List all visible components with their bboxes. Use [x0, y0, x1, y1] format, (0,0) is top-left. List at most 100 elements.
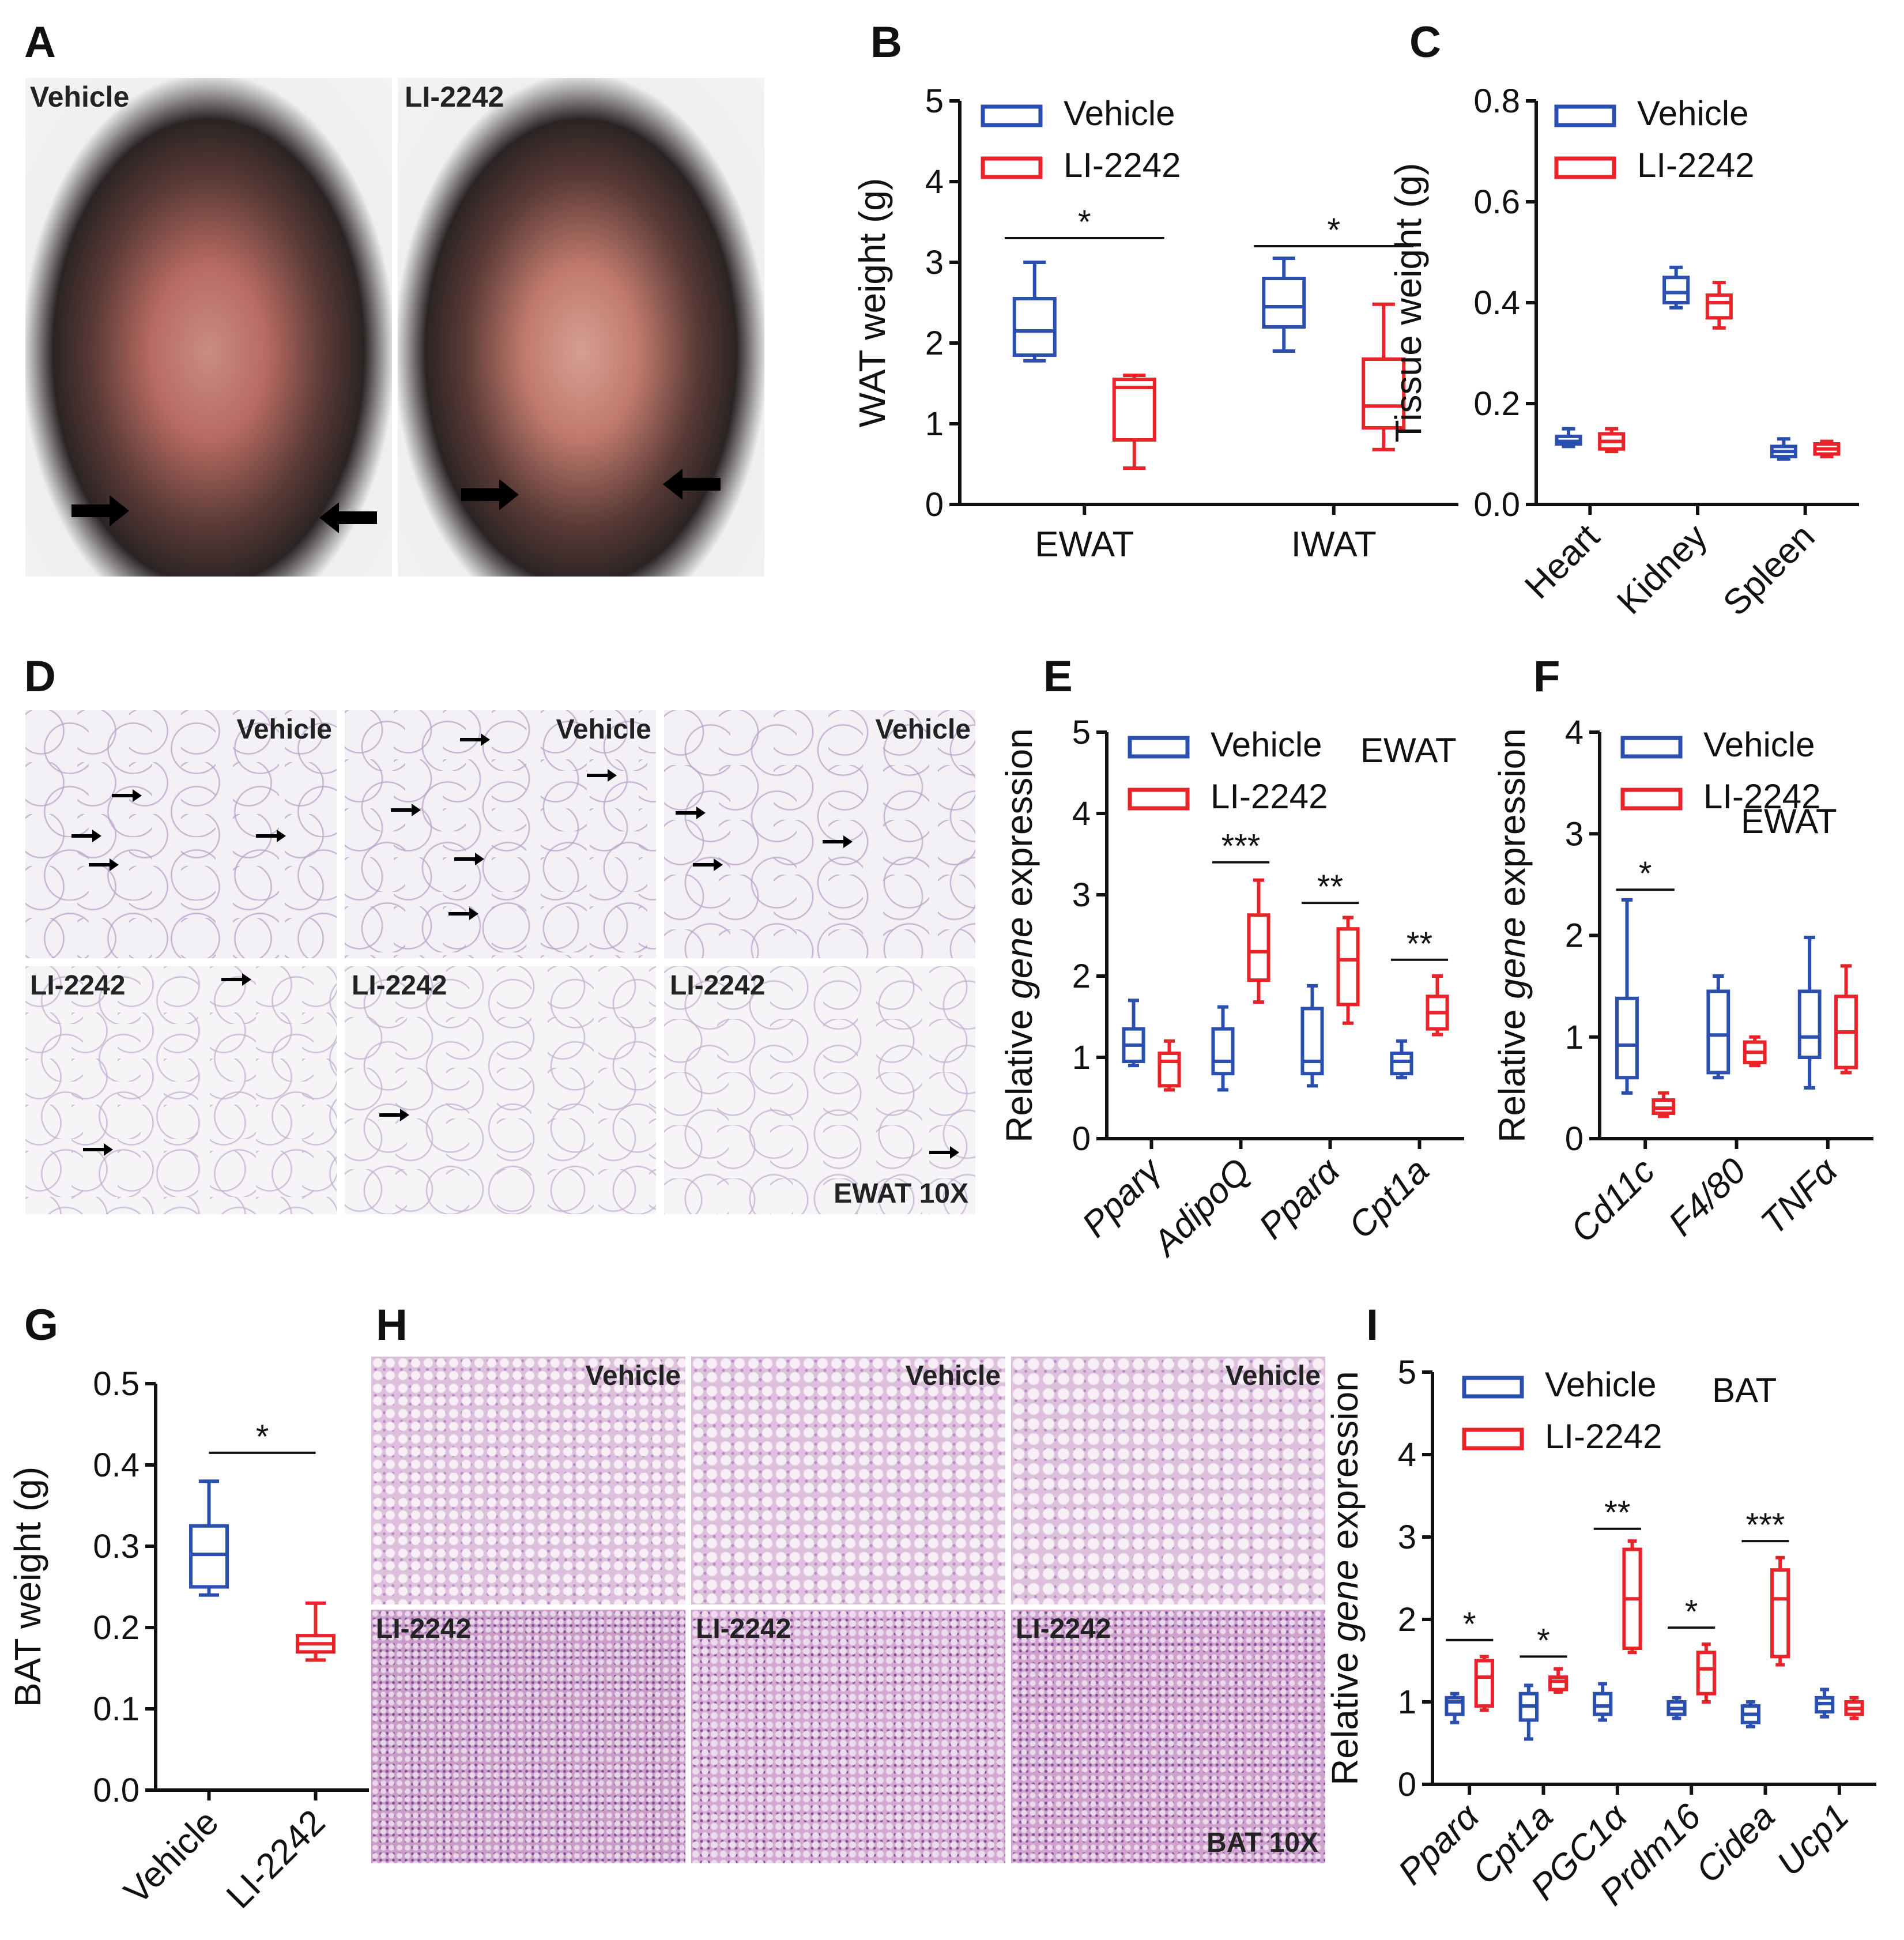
box-li-2242-3	[1426, 974, 1449, 1037]
y-tick-label: 2	[1072, 958, 1091, 995]
legend-label: Vehicle	[1545, 1365, 1656, 1404]
fat-arrow-left	[461, 479, 519, 510]
arrow-icon	[676, 807, 706, 819]
bat-histology-vehicle-1: Vehicle	[371, 1357, 685, 1604]
fat-arrow-right	[319, 502, 377, 533]
box-iqr	[1247, 913, 1270, 982]
box-iqr	[1445, 1696, 1465, 1716]
arrow-icon	[448, 907, 478, 920]
arrow-icon	[89, 858, 119, 871]
y-tick-label: 1	[1398, 1683, 1416, 1721]
box-vehicle-3	[1667, 1696, 1687, 1720]
box-li-2242-1	[1362, 302, 1406, 451]
y-axis-label: Relative gene expression	[998, 728, 1040, 1143]
arrow-icon	[823, 835, 853, 848]
box-vehicle-0	[1122, 999, 1145, 1068]
y-tick-label: 3	[1398, 1519, 1416, 1556]
significance-label: *	[256, 1418, 269, 1456]
arrow-icon	[256, 830, 286, 842]
y-axis-label: Relative gene expression	[1491, 728, 1533, 1143]
arrow-icon	[929, 1146, 959, 1159]
y-axis-label: BAT weight (g)	[7, 1467, 48, 1707]
box-li-2242-0	[1112, 374, 1156, 470]
arrow-icon	[83, 1143, 113, 1156]
legend-swatch	[1620, 788, 1683, 811]
x-tick-label: Ucp1	[1770, 1796, 1857, 1884]
y-tick-label: 0.6	[1473, 183, 1520, 221]
box-li-2242-1	[1705, 281, 1733, 330]
box-vehicle-3	[1390, 1039, 1413, 1080]
box-li-2242-2	[1336, 916, 1360, 1025]
y-tick-label: 0.0	[93, 1772, 139, 1809]
box-vehicle-2	[1797, 936, 1822, 1090]
box-vehicle-4	[1740, 1700, 1760, 1728]
box-vehicle-1	[1706, 974, 1730, 1080]
significance-label: *	[1685, 1593, 1698, 1630]
legend-swatch	[1554, 104, 1616, 127]
legend-label: LI-2242	[1064, 146, 1181, 184]
box-li-2242-3	[1696, 1642, 1716, 1704]
y-tick-label: 5	[1072, 714, 1091, 751]
significance-label: **	[1317, 868, 1343, 906]
ewat-histology-li2242-1: LI-2242	[25, 966, 337, 1214]
bat-histology-li2242-2: LI-2242	[691, 1610, 1005, 1863]
significance-label: *	[1327, 212, 1340, 249]
significance-label: ***	[1221, 828, 1261, 865]
box-vehicle-0	[1615, 898, 1639, 1095]
y-axis-label: WAT weight (g)	[851, 178, 893, 428]
y-axis-label-part: Relative	[1491, 999, 1533, 1143]
box-iqr	[1770, 1568, 1790, 1659]
ewat-histology-vehicle-1: Vehicle	[25, 710, 337, 958]
box-li-2242-0	[1652, 1091, 1676, 1118]
box-iqr	[1474, 1659, 1494, 1708]
scale-label: BAT 10X	[1207, 1828, 1318, 1858]
box-iqr	[1112, 378, 1156, 442]
box-li-2242-4	[1770, 1555, 1790, 1667]
y-tick-label: 0.5	[93, 1365, 139, 1403]
arrow-icon	[587, 769, 617, 782]
box-iqr	[1262, 277, 1306, 329]
box-vehicle-1	[1518, 1683, 1539, 1741]
y-axis-label-part: gene	[998, 917, 1040, 999]
photo-label-li2242: LI-2242	[405, 81, 504, 113]
arrow-icon	[693, 858, 723, 871]
box-li-2242-2	[1813, 439, 1841, 458]
arrow-icon	[460, 733, 490, 746]
panel-letter-g: G	[24, 1301, 59, 1350]
legend-swatch	[981, 104, 1043, 127]
panel-letter-c: C	[1409, 18, 1441, 67]
box-li-2242-0	[1158, 1039, 1181, 1092]
y-tick-label: 0.3	[93, 1528, 139, 1565]
histo-label: LI-2242	[696, 1614, 791, 1644]
box-iqr	[1390, 1051, 1413, 1076]
box-iqr	[1158, 1051, 1181, 1088]
legend-label: LI-2242	[1637, 146, 1755, 184]
legend-label: LI-2242	[1703, 777, 1821, 816]
histo-label: LI-2242	[376, 1614, 472, 1644]
legend-swatch	[1128, 788, 1190, 811]
y-tick-label: 0.8	[1473, 82, 1520, 120]
y-tick-label: 2	[925, 325, 944, 362]
box-li-2242-2	[1622, 1539, 1642, 1655]
legend-label: LI-2242	[1545, 1417, 1662, 1456]
box-li-2242-2	[1834, 964, 1858, 1075]
significance-label: *	[1537, 1622, 1550, 1659]
y-tick-label: 4	[1565, 714, 1583, 751]
x-tick-label: Cidea	[1688, 1796, 1782, 1890]
legend-swatch	[1620, 736, 1683, 759]
y-axis-label-part: Relative	[998, 999, 1040, 1143]
y-tick-label: 4	[1072, 795, 1091, 832]
histo-label: Vehicle	[1225, 1361, 1321, 1391]
legend-swatch	[1462, 1427, 1524, 1451]
box-iqr	[1705, 293, 1733, 320]
box-iqr	[189, 1524, 229, 1589]
legend-label: Vehicle	[1211, 725, 1322, 764]
box-iqr	[1593, 1692, 1613, 1716]
box-vehicle-2	[1770, 437, 1797, 461]
box-iqr	[1012, 297, 1057, 357]
y-tick-label: 1	[1565, 1019, 1583, 1056]
y-axis-label-part: gene	[1324, 1559, 1366, 1641]
legend-swatch	[981, 156, 1043, 179]
